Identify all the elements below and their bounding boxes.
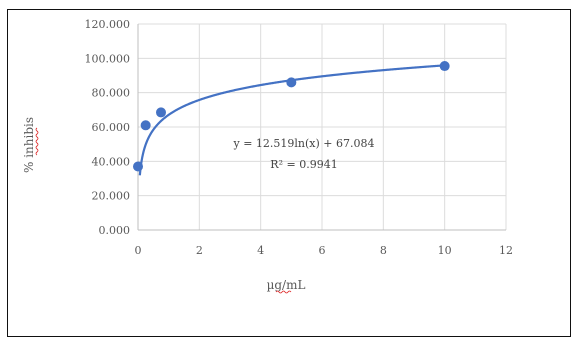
x-axis-label: µg/mL	[267, 278, 306, 292]
data-point	[286, 77, 297, 88]
y-axis-label: % inhibis	[22, 117, 36, 173]
data-point	[133, 161, 143, 172]
x-axis-label-rest: /mL	[282, 278, 305, 292]
trendline-equation: y = 12.519ln(x) + 67.084	[232, 137, 374, 150]
x-tick-label: 12	[499, 244, 513, 257]
data-point	[140, 120, 151, 131]
y-axis-label-pct: %	[22, 158, 36, 173]
gridlines	[137, 23, 507, 231]
spellcheck-underline-y	[35, 127, 39, 156]
y-tick-label: 20.000	[92, 190, 131, 203]
chart-frame: 0.000 20.000 40.000 60.000 80.000 100.000 120.…	[7, 9, 571, 337]
x-tick-label: 2	[196, 244, 203, 257]
y-tick-label: 0.000	[99, 224, 131, 237]
data-point	[156, 107, 166, 118]
x-tick-label: 4	[257, 244, 264, 257]
x-tick-label: 10	[438, 244, 452, 257]
data-points	[133, 61, 450, 172]
y-tick-labels: 0.000 20.000 40.000 60.000 80.000 100.000 120.…	[85, 18, 131, 237]
y-tick-label: 80.000	[92, 87, 131, 100]
x-tick-label: 6	[319, 244, 326, 257]
x-axis-label-unit: µg	[267, 278, 283, 292]
data-point	[439, 61, 450, 72]
x-tick-label: 0	[135, 244, 142, 257]
y-tick-label: 120.000	[85, 18, 131, 31]
y-tick-label: 40.000	[92, 155, 131, 168]
chart-plot: 0.000 20.000 40.000 60.000 80.000 100.000 120.…	[22, 18, 514, 294]
y-tick-label: 60.000	[92, 121, 131, 134]
spellcheck-underline	[275, 290, 292, 294]
x-tick-label: 8	[380, 244, 387, 257]
axes	[137, 24, 506, 231]
y-axis-label-word: inhibis	[22, 117, 36, 158]
r-squared-label: R² = 0.9941	[270, 158, 337, 171]
x-tick-labels: 0 2 4 6 8 10 12	[135, 244, 514, 257]
y-tick-label: 100.000	[85, 52, 131, 65]
